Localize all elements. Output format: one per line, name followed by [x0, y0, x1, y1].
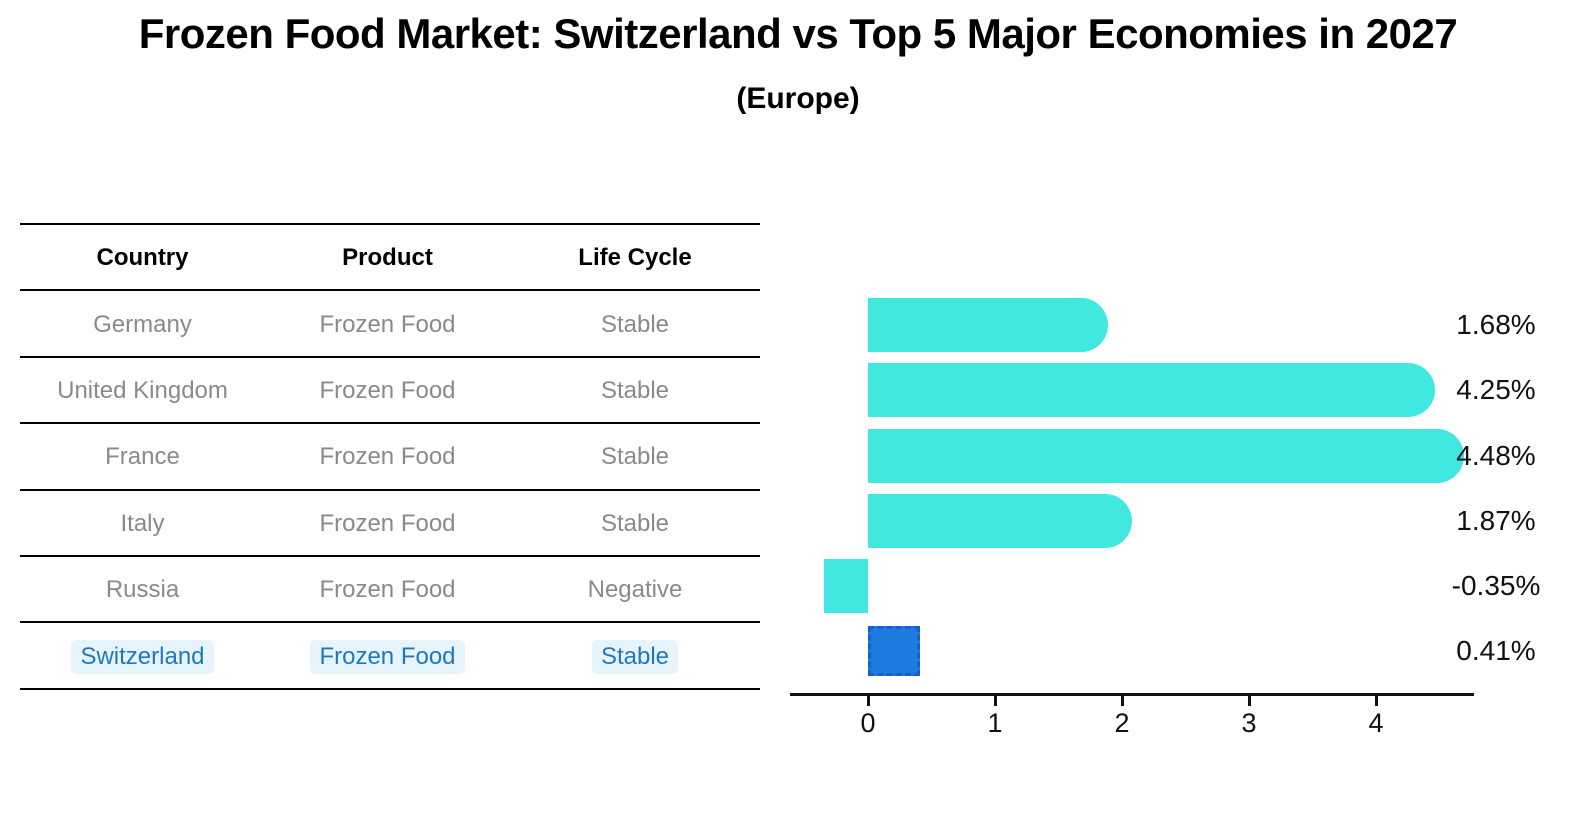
- value-label-italy: 1.87%: [1456, 504, 1536, 536]
- cell-product: Frozen Food: [265, 639, 510, 674]
- value-label-switzerland: 0.41%: [1456, 635, 1536, 666]
- cell-product: Frozen Food: [319, 509, 456, 537]
- bar-russia: [823, 559, 868, 613]
- table-row-italy: Italy Frozen Food Stable: [20, 488, 760, 557]
- col-header-country: Country: [96, 244, 189, 272]
- bar-italy: [868, 493, 1133, 548]
- chart-title: Frozen Food Market: Switzerland vs Top 5…: [138, 10, 1458, 57]
- x-axis-tick: [1247, 696, 1251, 706]
- bar-france: [868, 428, 1464, 483]
- table-row-france: France Frozen Food Stable: [20, 422, 760, 490]
- table-row-united-kingdom: United Kingdom Frozen Food Stable: [20, 355, 760, 424]
- col-header-lifecycle: Life Cycle: [578, 244, 692, 272]
- cell-lifecycle: Stable: [600, 509, 670, 537]
- x-axis-tick-label: 4: [1368, 708, 1384, 738]
- highlighted-text: Stable: [591, 639, 679, 674]
- highlighted-text: Switzerland: [71, 639, 214, 674]
- bar-united-kingdom: [868, 363, 1435, 417]
- x-axis-tick: [866, 696, 870, 706]
- x-axis-tick: [1120, 696, 1124, 706]
- x-axis-tick-label: 0: [860, 708, 876, 738]
- cell-country: Italy: [120, 509, 165, 537]
- bar-switzerland: [868, 626, 921, 676]
- x-axis-tick-label: 3: [1241, 708, 1257, 738]
- table-row-russia: Russia Frozen Food Negative: [20, 555, 760, 623]
- cell-product: Frozen Food: [319, 310, 456, 338]
- table-bottom-line: [20, 687, 760, 690]
- table-row-germany: Germany Frozen Food Stable: [20, 289, 760, 357]
- cell-product: Frozen Food: [319, 443, 456, 471]
- cell-country: France: [105, 443, 180, 471]
- table-row-switzerland: Switzerland Frozen Food Stable: [20, 621, 760, 689]
- x-axis-tick-label: 1: [987, 708, 1003, 738]
- x-axis-tick: [993, 696, 997, 706]
- x-axis-line: [790, 693, 1474, 696]
- x-axis-tick: [1374, 696, 1378, 706]
- cell-product: Frozen Food: [319, 376, 456, 404]
- cell-lifecycle: Stable: [510, 639, 760, 674]
- cell-country: Russia: [105, 576, 180, 604]
- value-label-france: 4.48%: [1456, 439, 1536, 471]
- cell-lifecycle: Stable: [600, 443, 670, 471]
- cell-lifecycle: Stable: [600, 310, 670, 338]
- value-label-germany: 1.68%: [1456, 309, 1536, 340]
- cell-country: United Kingdom: [57, 376, 228, 404]
- bar-germany: [868, 298, 1109, 352]
- col-header-product: Product: [342, 244, 433, 272]
- cell-country: Germany: [93, 310, 192, 338]
- cell-product: Frozen Food: [319, 576, 456, 604]
- cell-lifecycle: Negative: [587, 576, 683, 604]
- highlighted-text: Frozen Food: [310, 639, 465, 674]
- cell-country: Switzerland: [20, 639, 265, 674]
- cell-lifecycle: Stable: [600, 376, 670, 404]
- table-header-row: Country Product Life Cycle: [20, 223, 760, 291]
- chart-subtitle: (Europe): [736, 82, 860, 115]
- value-label-russia: -0.35%: [1451, 570, 1541, 601]
- x-axis-tick-label: 2: [1114, 708, 1130, 738]
- value-label-united-kingdom: 4.25%: [1456, 374, 1536, 405]
